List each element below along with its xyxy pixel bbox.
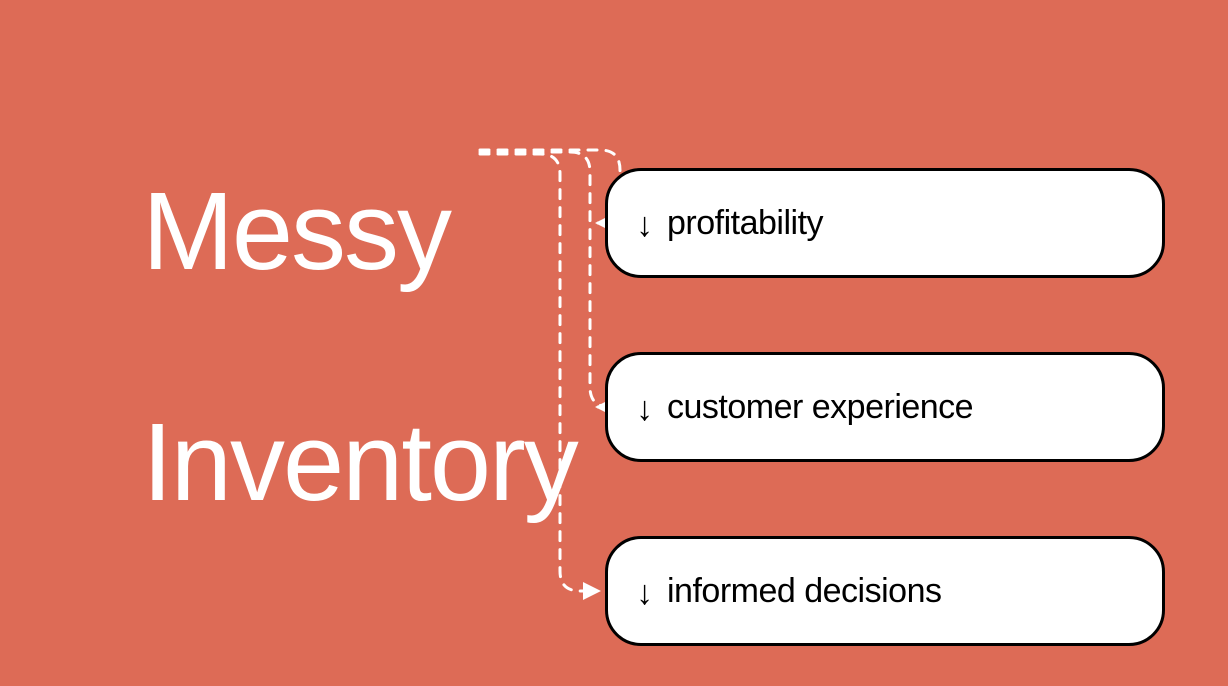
down-arrow-icon: ↓ — [636, 576, 653, 610]
diagram-canvas: Messy Inventory ↓ profitability ↓ custom… — [0, 0, 1228, 686]
down-arrow-icon: ↓ — [636, 392, 653, 426]
down-arrow-icon: ↓ — [636, 208, 653, 242]
box-label: customer experience — [667, 388, 973, 427]
box-label: informed decisions — [667, 572, 941, 611]
title-line-1: Messy — [142, 170, 450, 293]
box-customer-experience: ↓ customer experience — [605, 352, 1165, 462]
box-informed-decisions: ↓ informed decisions — [605, 536, 1165, 646]
box-profitability: ↓ profitability — [605, 168, 1165, 278]
title-line-2: Inventory — [142, 401, 576, 524]
box-label: profitability — [667, 204, 823, 243]
diagram-title: Messy Inventory — [28, 58, 577, 636]
